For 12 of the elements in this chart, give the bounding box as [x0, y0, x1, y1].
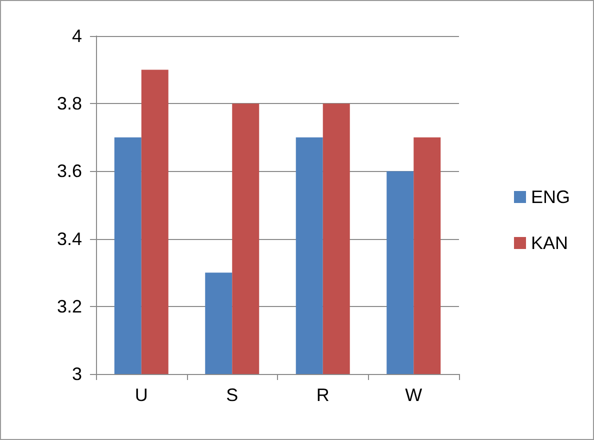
y-tick-label: 3.6 — [56, 161, 82, 182]
y-tick-label: 3 — [72, 364, 82, 384]
y-tick-label: 3.2 — [56, 296, 82, 316]
x-tick-label: S — [226, 385, 238, 405]
y-tick-label: 3.4 — [56, 228, 82, 249]
x-tick-label: U — [134, 385, 148, 405]
x-tick-label: W — [405, 385, 422, 405]
legend-label: ENG — [530, 187, 570, 207]
y-tick-label: 3.8 — [56, 94, 82, 114]
y-tick-label: 4 — [72, 26, 82, 46]
x-tick-label: R — [316, 385, 330, 405]
legend-label: KAN — [530, 233, 568, 253]
